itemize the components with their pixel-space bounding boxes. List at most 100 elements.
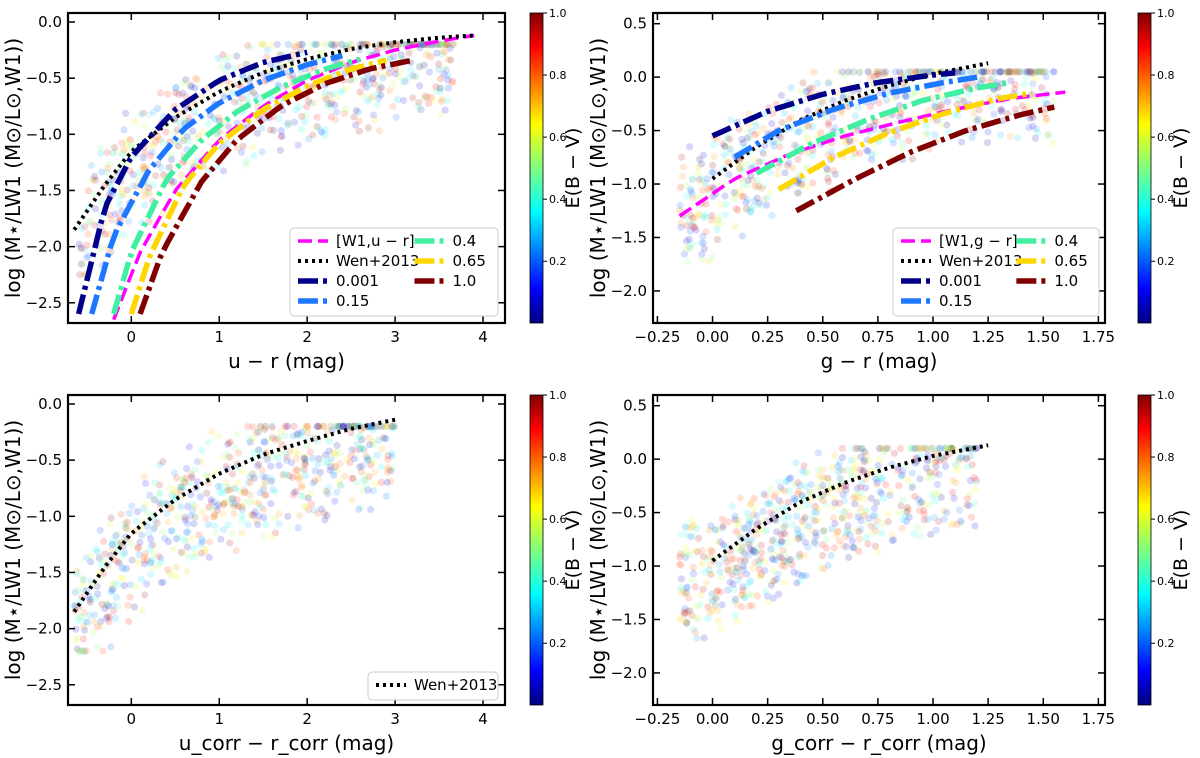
scatter-point <box>126 136 134 144</box>
scatter-point <box>330 468 338 476</box>
scatter-point <box>310 40 318 49</box>
scatter-point <box>822 96 830 104</box>
scatter-point <box>898 471 906 479</box>
scatter-point <box>694 211 702 219</box>
scatter-point <box>328 426 336 434</box>
scatter-point <box>94 643 102 651</box>
scatter-point <box>896 444 905 452</box>
y-tick-label: 0.0 <box>38 13 62 31</box>
scatter-point <box>73 634 81 642</box>
scatter-point <box>1044 131 1052 139</box>
scatter-point <box>805 522 813 530</box>
scatter-point <box>269 453 277 461</box>
scatter-point <box>380 422 388 430</box>
scatter-point <box>745 551 753 559</box>
scatter-point <box>746 602 754 610</box>
scatter-point <box>854 496 862 504</box>
scatter-point <box>281 470 289 478</box>
scatter-point <box>300 454 308 462</box>
scatter-point <box>790 496 799 504</box>
scatter-point <box>935 517 943 526</box>
scatter-point <box>212 529 220 537</box>
scatter-point <box>726 578 734 586</box>
scatter-point <box>122 109 130 117</box>
scatter-point <box>872 527 880 535</box>
scatter-point <box>769 535 778 544</box>
scatter-point <box>267 474 276 482</box>
scatter-point <box>862 507 871 515</box>
scatter-point <box>267 533 276 541</box>
scatter-point <box>191 552 199 561</box>
scatter-point <box>766 499 774 507</box>
scatter-point <box>732 205 740 213</box>
scatter-point <box>831 124 839 132</box>
scatter-point <box>360 476 368 484</box>
scatter-point <box>715 560 724 569</box>
panel-ucorr-rcorr: 0 1 2 3 4−2.5−2.0−1.5−1.0−0.50.0u_corr − r_c… <box>1 389 584 755</box>
scatter-point <box>678 550 686 558</box>
scatter-point <box>779 524 787 532</box>
scatter-point <box>817 483 825 491</box>
scatter-point <box>754 519 762 527</box>
scatter-point <box>899 467 907 475</box>
scatter-point <box>358 462 366 470</box>
x-tick-label: 1.00 <box>916 710 949 728</box>
scatter-point <box>733 520 741 529</box>
scatter-point <box>354 433 363 441</box>
scatter-point <box>693 602 701 611</box>
scatter-point <box>360 446 368 454</box>
scatter-point <box>366 48 374 57</box>
scatter-point <box>712 221 721 229</box>
scatter-point <box>432 83 440 91</box>
scatter-point <box>128 140 136 148</box>
scatter-point <box>784 498 792 506</box>
scatter-point <box>837 475 845 483</box>
scatter-point <box>89 175 97 183</box>
scatter-point <box>254 446 263 454</box>
scatter-point <box>824 121 833 129</box>
scatter-point <box>231 502 239 510</box>
scatter-point <box>836 486 844 494</box>
scatter-point <box>809 123 817 131</box>
colorbar-label: E(B − V) <box>1170 510 1192 591</box>
scatter-point <box>823 166 832 174</box>
scatter-point <box>795 128 803 136</box>
scatter-point <box>135 551 143 559</box>
scatter-point <box>753 592 762 600</box>
scatter-point <box>185 114 193 122</box>
scatter-point <box>934 444 942 452</box>
scatter-point <box>353 478 361 486</box>
scatter-point <box>238 468 246 476</box>
scatter-point <box>732 188 740 196</box>
scatter-point <box>873 479 881 487</box>
scatter-point <box>245 77 253 85</box>
scatter-point <box>811 502 819 510</box>
scatter-point <box>217 63 225 71</box>
scatter-point <box>794 553 802 561</box>
scatter-point <box>290 118 298 126</box>
scatter-point <box>375 81 383 90</box>
scatter-point <box>803 183 811 191</box>
scatter-point <box>258 124 266 132</box>
scatter-point <box>695 194 703 202</box>
scatter-point <box>796 503 805 511</box>
scatter-point <box>104 602 112 610</box>
y-axis-label: log (M⋆/LW1 (M⊙/L⊙,W1)) <box>1 38 25 298</box>
scatter-point <box>819 482 827 490</box>
scatter-point <box>370 116 379 124</box>
scatter-point <box>248 474 256 482</box>
scatter-point <box>857 483 865 491</box>
scatter-point <box>92 545 100 553</box>
scatter-point <box>264 436 272 444</box>
x-tick-label: −0.25 <box>634 710 680 728</box>
scatter-point <box>103 148 111 157</box>
scatter-point <box>692 614 700 622</box>
scatter-point <box>230 484 238 492</box>
x-tick-label: 1.75 <box>1082 710 1115 728</box>
scatter-point <box>800 522 808 530</box>
scatter-point <box>818 476 826 484</box>
scatter-point <box>919 444 927 452</box>
scatter-point <box>313 40 321 49</box>
colorbar-tick-label: 0.8 <box>1157 451 1175 464</box>
scatter-point <box>241 498 249 506</box>
